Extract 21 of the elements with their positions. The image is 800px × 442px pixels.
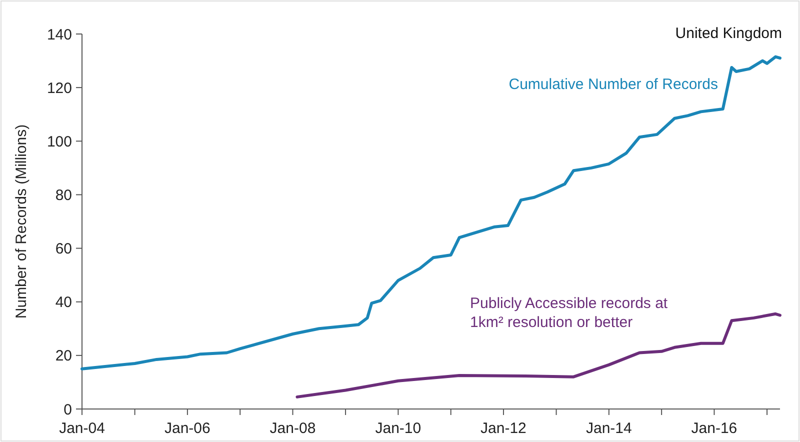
x-tick-label: Jan-14 [586,420,632,437]
x-tick-label: Jan-08 [270,420,316,437]
y-tick-label: 80 [55,186,72,204]
series-label: Cumulative Number of Records [508,76,718,93]
x-tick-label: Jan-06 [164,420,210,437]
y-tick-label: 140 [46,26,72,44]
y-tick-label: 40 [55,294,72,312]
y-tick-label: 60 [55,240,72,258]
line-series [80,55,782,370]
y-tick-label: 20 [55,348,72,365]
series-label: Publicly Accessible records at 1km² resolution or better [470,294,668,331]
annotation: United Kingdom [675,25,782,42]
x-tick-label: Jan-12 [480,420,526,437]
y-tick-label: 100 [46,133,72,150]
x-tick-label: Jan-04 [59,420,105,437]
y-tick-label: 120 [46,80,72,97]
x-tick-label: Jan-16 [691,420,738,437]
y-tick-label: 0 [64,401,72,418]
x-tick-label: Jan-10 [375,420,422,437]
line-series [296,312,782,398]
y-axis-title: Number of Records (Millions) [13,124,30,319]
